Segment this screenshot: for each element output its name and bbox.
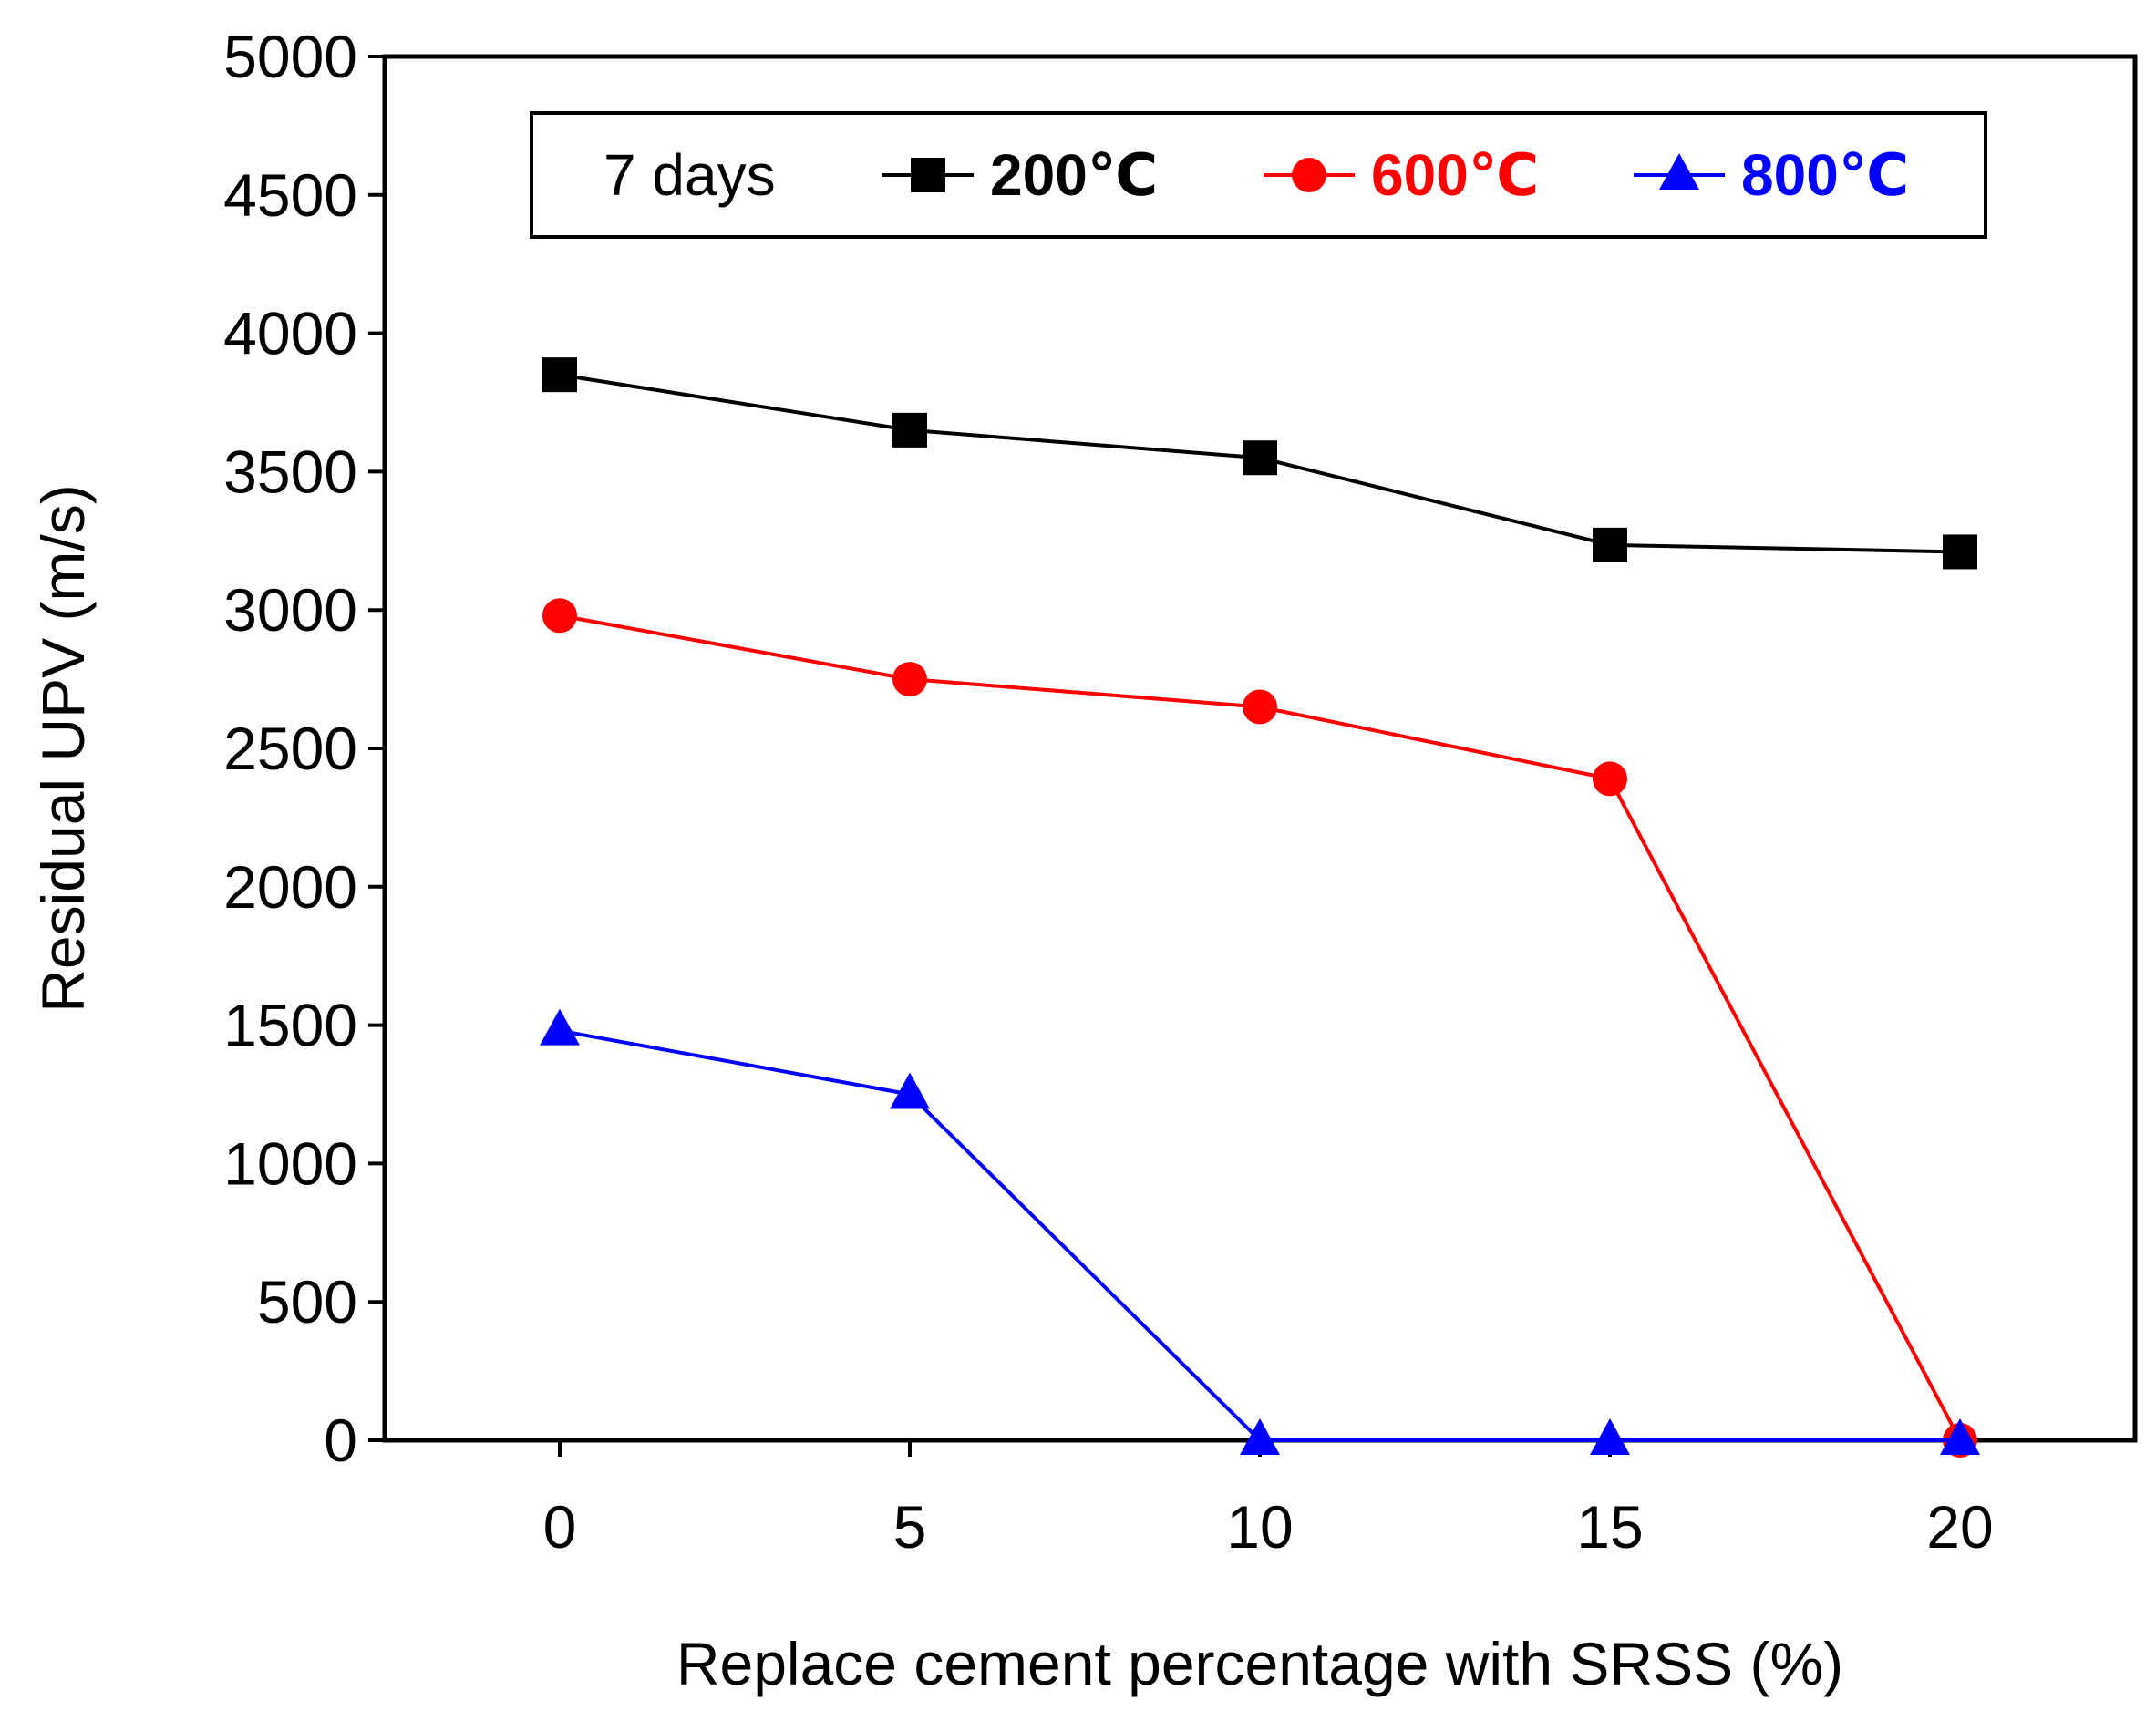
legend-label: 200℃ <box>990 142 1158 208</box>
data-point <box>892 662 927 697</box>
legend-entry: 800℃ <box>1634 142 1909 208</box>
legend-marker <box>911 158 945 192</box>
legend-label: 600℃ <box>1371 142 1539 208</box>
y-tick-label: 1000 <box>223 1129 357 1197</box>
y-tick-label: 0 <box>324 1407 357 1474</box>
y-tick-label: 3000 <box>223 576 357 644</box>
x-tick-label: 20 <box>1926 1493 1993 1561</box>
x-tick-label: 5 <box>893 1493 927 1561</box>
x-axis-title: Replace cement percentage with SRSS (%) <box>676 1630 1843 1697</box>
legend-marker <box>1292 158 1326 192</box>
y-tick-label: 1500 <box>223 992 357 1059</box>
x-tick-label: 15 <box>1576 1493 1643 1561</box>
y-tick-label: 2000 <box>223 853 357 921</box>
series-line <box>559 613 1962 1441</box>
data-point <box>1593 527 1627 562</box>
legend-caption: 7 days <box>603 142 776 208</box>
series-2 <box>540 1008 1980 1455</box>
y-tick-label: 500 <box>257 1268 357 1335</box>
data-point <box>1943 534 1977 570</box>
data-point <box>892 412 927 448</box>
y-tick-label: 5000 <box>223 23 357 90</box>
y-tick-label: 4500 <box>223 161 357 229</box>
data-point <box>1593 761 1627 797</box>
data-point <box>1590 1418 1630 1455</box>
data-point <box>1243 440 1277 476</box>
legend-label: 800℃ <box>1741 142 1909 208</box>
x-axis: 0 5 10 15 20 <box>543 1440 1994 1561</box>
data-point <box>540 1008 580 1046</box>
data-point <box>1243 689 1277 725</box>
series-0 <box>542 357 1977 570</box>
series-1 <box>542 598 1977 1458</box>
legend-entry: 600℃ <box>1264 142 1539 208</box>
data-point <box>542 357 577 393</box>
legend-entry: 200℃ <box>882 142 1158 208</box>
y-tick-label: 2500 <box>223 715 357 782</box>
y-tick-label: 3500 <box>223 438 357 505</box>
legend-marker <box>1659 153 1699 190</box>
legend: 7 days 200℃ 600℃ 800℃ <box>530 111 1987 239</box>
y-tick-label: 4000 <box>223 300 357 367</box>
series-line <box>559 1028 1960 1442</box>
x-tick-label: 10 <box>1226 1493 1293 1561</box>
data-point <box>1240 1418 1280 1455</box>
y-axis-title: Residual UPV (m/s) <box>29 484 97 1012</box>
data-point <box>1940 1418 1980 1455</box>
series-layer <box>540 357 1980 1458</box>
data-point <box>542 598 577 634</box>
legend-box <box>530 111 1987 239</box>
plot-frame <box>382 54 2138 1443</box>
x-tick-label: 0 <box>543 1493 577 1561</box>
y-axis: 0 500 1000 1500 2000 2500 3000 3500 4000 4500 5000 <box>223 23 385 1474</box>
data-point <box>890 1072 930 1109</box>
